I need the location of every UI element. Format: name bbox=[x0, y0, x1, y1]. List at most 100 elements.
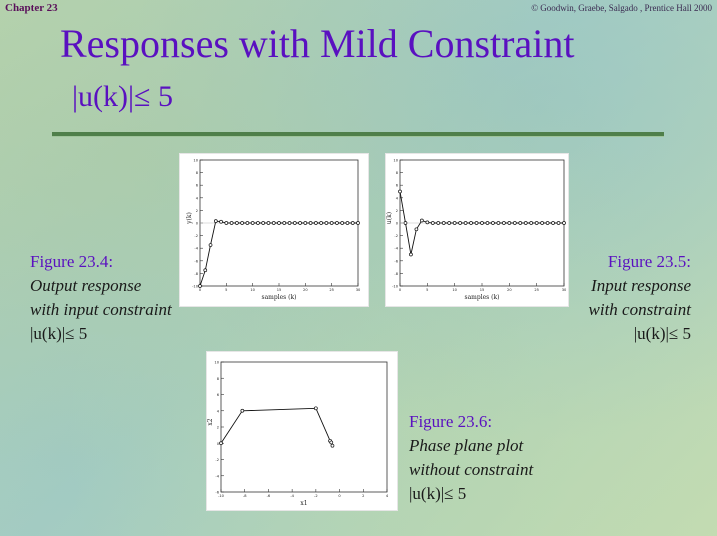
x-tick-label: 0 bbox=[199, 288, 202, 292]
y-tick-label: -10 bbox=[392, 285, 399, 289]
data-point bbox=[496, 221, 501, 225]
x-tick-label: 25 bbox=[329, 288, 334, 292]
y-tick-label: 10 bbox=[393, 159, 398, 163]
data-point bbox=[398, 189, 402, 194]
data-point bbox=[350, 221, 355, 225]
data-point bbox=[556, 221, 561, 225]
y-tick-label: 0 bbox=[217, 442, 220, 446]
copyright-notice: © Goodwin, Graebe, Salgado , Prentice Ha… bbox=[531, 3, 712, 13]
figure-23-4-caption: Figure 23.4: Output response with input … bbox=[30, 250, 172, 346]
y-tick-label: -10 bbox=[192, 285, 199, 289]
y-tick-label: -4 bbox=[194, 247, 198, 251]
y-tick-label: -6 bbox=[194, 259, 198, 263]
data-point bbox=[229, 221, 234, 225]
data-point bbox=[562, 221, 566, 225]
figure-23-4-heading: Figure 23.4: bbox=[30, 252, 114, 271]
data-point bbox=[308, 221, 313, 225]
data-point bbox=[512, 221, 517, 225]
figure-23-5-line-3: |u(k)|≤ 5 bbox=[633, 324, 691, 343]
y-axis-label: u(k) bbox=[386, 212, 393, 224]
y-tick-label: 4 bbox=[396, 196, 399, 200]
x-tick-label: -10 bbox=[218, 494, 225, 498]
figure-23-5-heading: Figure 23.5: bbox=[607, 252, 691, 271]
data-point bbox=[271, 221, 276, 225]
y-tick-label: -2 bbox=[194, 234, 198, 238]
data-point bbox=[469, 221, 473, 225]
data-point bbox=[266, 221, 271, 225]
figure-23-4-line-1: Output response bbox=[30, 276, 142, 295]
x-tick-label: 4 bbox=[386, 494, 389, 498]
data-point bbox=[463, 221, 468, 225]
data-point bbox=[213, 219, 218, 223]
data-point bbox=[409, 252, 413, 257]
data-point bbox=[414, 227, 419, 232]
data-point bbox=[208, 243, 213, 247]
data-point bbox=[277, 221, 281, 225]
figure-23-5-line-2: with constraint bbox=[588, 300, 691, 319]
data-point bbox=[329, 440, 334, 445]
data-point bbox=[261, 221, 266, 225]
data-point bbox=[545, 221, 550, 225]
y-tick-label: -2 bbox=[394, 234, 398, 238]
series-line bbox=[220, 407, 333, 446]
x-tick-label: -8 bbox=[243, 494, 247, 498]
x-tick-label: 0 bbox=[338, 494, 341, 498]
data-point bbox=[458, 221, 462, 225]
x-tick-label: 0 bbox=[399, 288, 402, 292]
data-point bbox=[292, 221, 297, 225]
slide-subtitle: |u(k)|≤ 5 bbox=[72, 80, 173, 113]
data-point bbox=[356, 221, 360, 225]
data-point bbox=[203, 268, 208, 273]
y-tick-label: 2 bbox=[217, 426, 219, 430]
y-tick-label: 6 bbox=[396, 184, 399, 188]
x-tick-label: 15 bbox=[480, 288, 485, 292]
data-point bbox=[507, 221, 512, 225]
data-point bbox=[314, 221, 318, 225]
x-tick-label: 10 bbox=[250, 288, 255, 292]
x-axis-label: samples (k) bbox=[262, 294, 297, 301]
figure-23-5-line-1: Input response bbox=[591, 276, 691, 295]
data-point bbox=[551, 221, 555, 225]
data-point bbox=[474, 221, 479, 225]
y-tick-label: -2 bbox=[215, 458, 219, 462]
y-tick-label: -6 bbox=[215, 491, 219, 495]
data-point bbox=[518, 221, 523, 225]
x-tick-label: -2 bbox=[314, 494, 318, 498]
data-point bbox=[198, 284, 202, 288]
figure-23-6-line-3: |u(k)|≤ 5 bbox=[409, 484, 467, 503]
x-axis-label: x1 bbox=[300, 500, 307, 507]
x-tick-label: 5 bbox=[225, 288, 227, 292]
figure-23-6-line-1: Phase plane plot bbox=[409, 436, 524, 455]
y-tick-label: -6 bbox=[394, 259, 398, 263]
x-tick-label: 25 bbox=[534, 288, 539, 292]
data-point bbox=[224, 221, 229, 225]
y-tick-label: 10 bbox=[193, 159, 198, 163]
data-point bbox=[441, 221, 446, 225]
title-divider bbox=[52, 132, 664, 136]
phase-plane-chart: -6 -4 -2 0 2 4 6 8 10 -10 -8 -6 -4 -2 0 2 4 x1 x2 bbox=[207, 361, 389, 508]
figure-23-4-plot: -10 -8 -6 -4 -2 0 2 4 6 8 10 0 5 10 15 20 25 30 samples (k… bbox=[180, 154, 368, 306]
data-point bbox=[425, 220, 430, 225]
data-point bbox=[420, 218, 424, 223]
data-point bbox=[287, 221, 292, 225]
y-tick-label: 2 bbox=[196, 209, 198, 213]
data-point bbox=[329, 221, 334, 225]
y-tick-label: 6 bbox=[217, 393, 220, 397]
x-axis-label: samples (k) bbox=[465, 294, 500, 301]
data-point bbox=[250, 221, 255, 225]
x-tick-label: 10 bbox=[452, 288, 457, 292]
data-point bbox=[436, 221, 441, 225]
x-tick-label: 30 bbox=[562, 288, 567, 292]
figure-23-5-plot: -10 -8 -6 -4 -2 0 2 4 6 8 10 0 5 10 15 20 25 30 samples (k… bbox=[386, 154, 568, 306]
x-tick-label: -6 bbox=[267, 494, 271, 498]
x-tick-label: 15 bbox=[277, 288, 282, 292]
data-point bbox=[282, 221, 287, 225]
input-response-chart: -10 -8 -6 -4 -2 0 2 4 6 8 10 0 5 10 15 20 25 30 samples (k… bbox=[386, 159, 567, 302]
data-point bbox=[245, 221, 250, 225]
data-point bbox=[540, 221, 544, 225]
y-axis-label: y(k) bbox=[186, 212, 193, 225]
data-point bbox=[447, 221, 452, 225]
data-point bbox=[314, 406, 318, 411]
chapter-label: Chapter 23 bbox=[5, 2, 58, 14]
y-tick-label: 6 bbox=[196, 184, 199, 188]
